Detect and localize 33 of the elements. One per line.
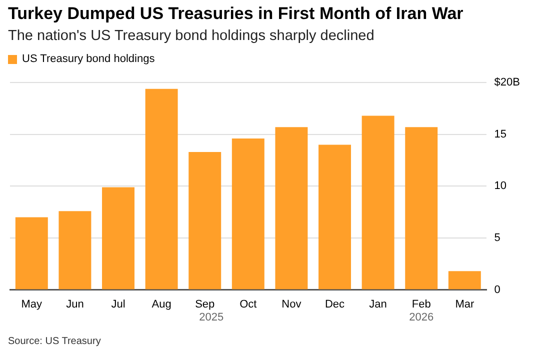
bar: [405, 127, 438, 290]
text: 2025: [199, 311, 224, 324]
source-note: Source: US Treasury: [8, 336, 101, 347]
bar: [448, 271, 481, 290]
y-tick-label: 10: [494, 180, 507, 192]
x-tick-label: Jul: [111, 298, 126, 310]
bar: [318, 144, 351, 290]
y-tick-label: 0: [494, 284, 500, 296]
x-tick-label: Jan: [369, 298, 387, 310]
y-tick-label: 5: [494, 232, 500, 244]
bar: [15, 217, 48, 290]
y-tick-label: $20B: [494, 76, 520, 89]
bar: [362, 116, 394, 290]
bar: [102, 187, 134, 290]
y-tick-label: 15: [494, 128, 507, 140]
x-tick-label: Jun: [66, 298, 84, 310]
bar: [188, 152, 222, 290]
chart-subtitle: The nation's US Treasury bond holdings sharply declined: [8, 28, 374, 44]
bar: [58, 211, 92, 290]
bar: [145, 88, 178, 290]
legend-label: US Treasury bond holdings: [22, 53, 155, 65]
x-tick-label: Mar: [455, 298, 474, 310]
text: 2026: [409, 311, 434, 324]
x-tick-label: May: [21, 298, 43, 310]
x-tick-label: Nov: [282, 298, 302, 310]
bar: [275, 127, 308, 290]
x-tick-label: Feb: [412, 298, 431, 310]
bar: [232, 138, 264, 290]
x-tick-label: Sep: [195, 298, 215, 310]
x-tick-label: Oct: [240, 298, 257, 310]
chart-title: Turkey Dumped US Treasuries in First Month of Iran War: [8, 4, 464, 24]
x-tick-label: Aug: [152, 298, 172, 310]
x-tick-label: Dec: [324, 298, 346, 310]
